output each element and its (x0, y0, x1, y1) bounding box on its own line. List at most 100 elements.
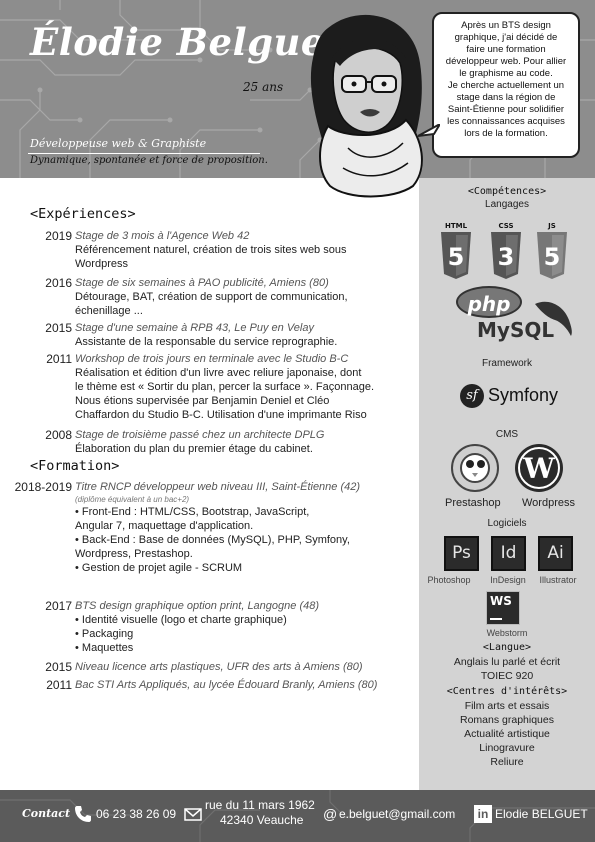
formation-year: 2011 (30, 678, 72, 692)
phone-number[interactable]: 06 23 38 26 09 (96, 807, 176, 821)
experience-year: 2008 (30, 428, 72, 442)
formation-desc-line: • Back-End : Base de données (MySQL), PH… (75, 533, 360, 547)
photoshop-label: Photoshop (424, 575, 474, 585)
langue-line: TOIEC 920 (419, 669, 595, 683)
formation-desc-line: • Maquettes (75, 641, 319, 655)
mysql-dolphin-icon (531, 298, 575, 338)
symfony-icon: sf (460, 384, 484, 408)
wordpress-label: Wordpress (522, 497, 575, 509)
experience-item: Workshop de trois jours en terminale ave… (75, 352, 374, 422)
linkedin-icon: in (474, 805, 492, 823)
formation-desc-line: Wordpress, Prestashop. (75, 547, 360, 561)
contact-label: Contact (22, 807, 70, 820)
experience-title: Stage d'une semaine à RPB 43, Le Puy en … (75, 321, 337, 335)
formation-desc-line: • Packaging (75, 627, 319, 641)
contact-footer: Contact 06 23 38 26 09 rue du 11 mars 19… (0, 790, 595, 842)
formation-title: Bac STI Arts Appliqués, au lycée Édouard… (75, 678, 377, 692)
title-underline (28, 153, 260, 154)
javascript-number: 5 (544, 243, 561, 271)
portrait-illustration (288, 8, 438, 200)
formation-title: Niveau licence arts plastiques, UFR des … (75, 660, 363, 674)
interet-item: Film arts et essais (419, 699, 595, 713)
indesign-label: InDesign (483, 575, 533, 585)
address-line: 42340 Veauche (220, 813, 303, 827)
speech-bubble: Après un BTS design graphique, j'ai déci… (432, 12, 580, 158)
experience-desc-line: échenillage ... (75, 304, 348, 318)
experience-desc-line: Réalisation et édition d'un livre avec r… (75, 366, 374, 380)
formation-note: (diplôme équivalent à un bac+2) (75, 494, 360, 505)
experience-desc-line: Élaboration du plan du premier étage du … (75, 442, 324, 456)
at-icon: @ (323, 806, 337, 822)
logiciels-label: Logiciels (419, 518, 595, 529)
prestashop-label: Prestashop (445, 497, 501, 509)
email-address[interactable]: e.belguet@gmail.com (339, 807, 455, 821)
experience-desc-line: le thème est « Sortir du plan, percer la… (75, 380, 374, 394)
illustrator-label: Illustrator (533, 575, 583, 585)
address-line: rue du 11 mars 1962 (205, 798, 315, 812)
linkedin-name[interactable]: Elodie BELGUET (495, 807, 588, 821)
main-content: <Expériences> 2019 Stage de 3 mois à l'A… (0, 178, 419, 790)
cms-label: CMS (419, 429, 595, 440)
experience-desc-line: Détourage, BAT, création de support de c… (75, 290, 348, 304)
interets-heading: <Centres d'intérêts> (419, 686, 595, 697)
langue-heading: <Langue> (419, 642, 595, 653)
js-label: JS (535, 222, 569, 230)
webstorm-icon: WS (486, 591, 520, 625)
webstorm-label: Webstorm (482, 628, 532, 638)
formation-item: Niveau licence arts plastiques, UFR des … (75, 660, 363, 674)
webstorm-abbr: WS (490, 594, 512, 608)
formation-heading: <Formation> (30, 458, 119, 474)
experience-desc-line: Chaffardon du Studio B-C. Utilisation d'… (75, 408, 374, 422)
photoshop-icon: Ps (446, 538, 477, 569)
experience-title: Workshop de trois jours en terminale ave… (75, 352, 374, 366)
experience-year: 2011 (30, 352, 72, 366)
experience-title: Stage de 3 mois à l'Agence Web 42 (75, 229, 346, 243)
candidate-age: 25 ans (243, 80, 283, 94)
experience-item: Stage de troisième passé chez un archite… (75, 428, 324, 456)
experience-year: 2016 (30, 276, 72, 290)
interet-item: Romans graphiques (419, 713, 595, 727)
formation-desc-line: • Front-End : HTML/CSS, Bootstrap, JavaS… (75, 505, 360, 519)
webstorm-bar (490, 618, 502, 620)
experience-desc-line: Nous étions supervisée par Benjamin Deni… (75, 394, 374, 408)
interet-item: Linogravure (419, 741, 595, 755)
experience-item: Stage d'une semaine à RPB 43, Le Puy en … (75, 321, 337, 349)
tagline: Dynamique, spontanée et force de proposi… (30, 155, 268, 166)
speech-bubble-tail (418, 124, 440, 138)
formation-desc-line: Angular 7, maquettage d'application. (75, 519, 360, 533)
prestashop-icon (450, 443, 500, 493)
php-logo: php (456, 286, 522, 318)
framework-label: Framework (419, 358, 595, 369)
formation-title: BTS design graphique option print, Lango… (75, 599, 319, 613)
job-title: Développeuse web & Graphiste (30, 137, 206, 150)
formation-title: Titre RNCP développeur web niveau III, S… (75, 480, 360, 494)
experience-year: 2015 (30, 321, 72, 335)
skills-sidebar: <Compétences> Langages HTML 5 CSS 3 JS 5… (419, 178, 595, 790)
experience-item: Stage de 3 mois à l'Agence Web 42 Référe… (75, 229, 346, 271)
javascript-icon: 5 (535, 232, 569, 280)
formation-item: Bac STI Arts Appliqués, au lycée Édouard… (75, 678, 377, 692)
html5-number: 5 (448, 243, 465, 271)
css3-number: 3 (498, 243, 515, 271)
experience-year: 2019 (30, 229, 72, 243)
phone-icon (74, 805, 92, 823)
formation-year: 2017 (30, 599, 72, 613)
formation-desc-line: • Gestion de projet agile - SCRUM (75, 561, 360, 575)
interet-item: Actualité artistique (419, 727, 595, 741)
svg-text:W: W (522, 452, 555, 485)
formation-item: BTS design graphique option print, Lango… (75, 599, 319, 655)
mail-envelope-icon (184, 808, 202, 821)
experience-desc-line: Wordpress (75, 257, 346, 271)
html-label: HTML (439, 222, 473, 230)
experience-item: Stage de six semaines à PAO publicité, A… (75, 276, 348, 318)
competences-heading: <Compétences> (419, 186, 595, 197)
css3-icon: 3 (489, 232, 523, 280)
experience-desc-line: Assistante de la responsable du service … (75, 335, 337, 349)
experience-desc-line: Référencement naturel, création de trois… (75, 243, 346, 257)
langages-label: Langages (419, 199, 595, 210)
interet-item: Reliure (419, 755, 595, 769)
indesign-icon: Id (493, 538, 524, 569)
langue-line: Anglais lu parlé et écrit (419, 655, 595, 669)
formation-item: Titre RNCP développeur web niveau III, S… (75, 480, 360, 575)
formation-year: 2018-2019 (10, 480, 72, 494)
